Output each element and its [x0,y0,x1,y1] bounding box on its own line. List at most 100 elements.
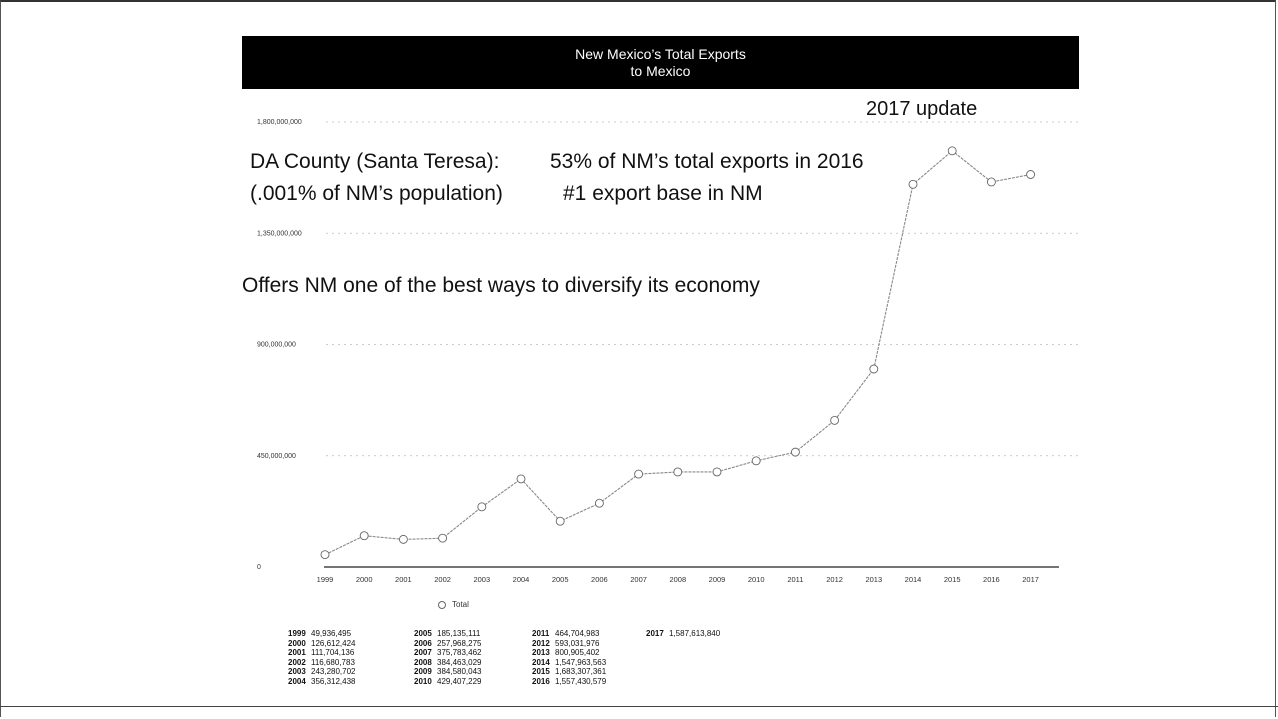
table-year: 2011 [532,629,550,638]
table-row: 2003 243,280,702 [288,667,356,677]
table-year: 2007 [414,648,432,658]
table-row: 2007 375,783,462 [414,648,482,658]
table-year: 2001 [288,648,306,658]
table-year: 2012 [532,638,550,648]
x-tick-label: 2000 [356,575,373,584]
export-share-note: 53% of NM’s total exports in 2016 [550,150,864,173]
table-row: 2000 126,612,424 [288,639,356,649]
data-point [634,469,644,479]
data-point [555,516,565,526]
table-row: 2010 429,407,229 [414,677,482,687]
table-value: 1,683,307,361 [555,667,607,677]
data-table-column: 2005 185,135,111 2006 257,968,275 2007 375,… [414,629,482,687]
table-row: 2005 185,135,111 [414,629,482,639]
x-tick-label: 2016 [983,575,1000,584]
table-value: 185,135,111 [437,629,481,638]
table-year: 2004 [288,676,306,686]
x-tick-label: 2012 [826,575,843,584]
table-value: 243,280,702 [311,667,356,677]
table-row: 2017 1,587,613,840 [646,629,720,639]
legend-label: Total [452,600,469,609]
table-value: 464,704,983 [555,629,600,638]
x-tick-label: 2004 [513,575,530,584]
table-row: 2001 111,704,136 [288,648,356,658]
x-tick-label: 2014 [905,575,922,584]
data-point [712,467,722,477]
table-value: 800,905,402 [555,648,600,658]
data-point [947,146,957,156]
x-tick-label: 2009 [709,575,726,584]
y-tick-label: 450,000,000 [257,453,296,460]
table-value: 375,783,462 [437,648,482,658]
table-year: 2013 [532,648,550,658]
x-tick-label: 2006 [591,575,608,584]
table-value: 1,587,613,840 [669,629,721,638]
data-point [398,534,408,544]
circle-marker-icon [438,600,446,609]
chart-title-line-2: to Mexico [630,63,691,79]
chart-title-line-1: New Mexico’s Total Exports [575,46,746,62]
chart-title-bar: New Mexico’s Total Exports to Mexico [242,36,1079,89]
table-year: 2000 [288,638,306,648]
table-value: 1,547,963,563 [555,657,607,667]
table-value: 257,968,275 [437,638,482,648]
x-tick-label: 2008 [669,575,686,584]
data-point [673,467,683,477]
y-tick-label: 0 [257,564,261,571]
data-point [594,498,604,508]
data-point [908,179,918,189]
data-point [751,456,761,466]
table-year: 2006 [414,638,432,648]
table-value: 384,580,043 [437,667,482,677]
table-year: 2014 [532,657,550,667]
population-note: (.001% of NM’s population) [250,182,503,205]
export-rank-note: #1 export base in NM [563,182,763,205]
x-tick-label: 2001 [395,575,412,584]
x-tick-label: 2003 [473,575,490,584]
x-tick-label: 2007 [630,575,647,584]
table-row: 2009 384,580,043 [414,667,482,677]
table-year: 2005 [414,629,432,638]
table-row: 2012 593,031,976 [532,639,606,649]
data-point [438,533,448,543]
table-value: 116,680,783 [311,657,355,667]
table-year: 2008 [414,657,432,667]
table-value: 356,312,438 [311,676,356,686]
x-tick-label: 2011 [787,575,803,584]
table-row: 2008 384,463,029 [414,658,482,668]
x-tick-label: 1999 [317,575,334,584]
update-note: 2017 update [866,98,978,120]
x-tick-label: 2017 [1022,575,1039,584]
table-year: 2003 [288,667,306,677]
table-year: 2002 [288,657,306,667]
table-year: 2009 [414,667,432,677]
table-year: 2017 [646,629,664,638]
table-year: 2016 [532,676,550,686]
y-tick-label: 900,000,000 [257,342,296,349]
table-value: 384,463,029 [437,657,482,667]
data-point [477,502,487,512]
x-tick-label: 2002 [434,575,451,584]
data-point [1026,170,1036,179]
y-tick-label: 1,350,000,000 [257,230,302,237]
x-tick-label: 2010 [748,575,765,584]
table-year: 2015 [532,667,550,677]
data-point [790,447,800,457]
table-value: 1,557,430,579 [555,676,607,686]
table-value: 111,704,136 [311,648,355,658]
table-value: 429,407,229 [437,676,482,686]
chart-legend: Total [438,600,469,609]
table-row: 2015 1,683,307,361 [532,667,606,677]
table-value: 126,612,424 [311,638,356,648]
data-point [986,177,996,187]
table-row: 2006 257,968,275 [414,639,482,649]
table-value: 49,936,495 [311,629,352,638]
table-value: 593,031,976 [555,638,600,648]
data-point [320,550,330,560]
slide-bottom-border [0,706,1278,707]
table-row: 2004 356,312,438 [288,677,356,687]
data-point [359,531,369,541]
x-tick-label: 2013 [865,575,882,584]
